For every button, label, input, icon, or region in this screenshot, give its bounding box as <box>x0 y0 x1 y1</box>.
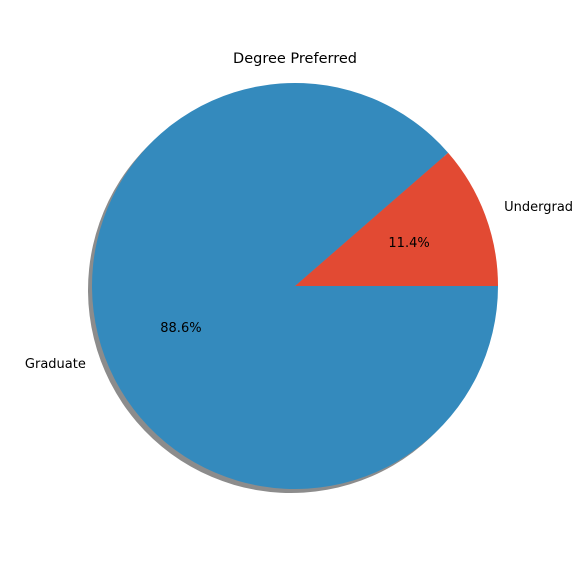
slice-label-graduate: Graduate <box>25 357 86 372</box>
slice-label-undergrad: Undergrad <box>504 200 573 215</box>
slice-percent-graduate: 88.6% <box>160 321 201 336</box>
pie-labels: Undergrad 11.4% Graduate 88.6% <box>25 200 573 372</box>
pie-slice-undergrad <box>295 152 498 286</box>
slice-percent-undergrad: 11.4% <box>388 236 429 251</box>
pie-slice-graduate <box>91 83 498 489</box>
chart-title: Degree Preferred <box>233 51 357 67</box>
pie-slices <box>91 83 498 489</box>
